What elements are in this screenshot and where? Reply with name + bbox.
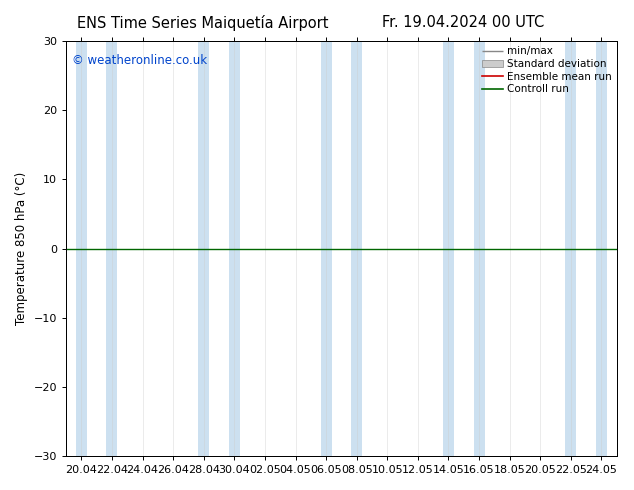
Bar	[474, 41, 484, 456]
Bar	[321, 41, 332, 456]
Bar	[566, 41, 576, 456]
Text: Fr. 19.04.2024 00 UTC: Fr. 19.04.2024 00 UTC	[382, 15, 544, 30]
Text: © weatheronline.co.uk: © weatheronline.co.uk	[72, 54, 207, 67]
Bar	[229, 41, 240, 456]
Y-axis label: Temperature 850 hPa (°C): Temperature 850 hPa (°C)	[15, 172, 28, 325]
Bar	[198, 41, 209, 456]
Text: ENS Time Series Maiquetía Airport: ENS Time Series Maiquetía Airport	[77, 15, 328, 31]
Bar	[596, 41, 607, 456]
Bar	[351, 41, 362, 456]
Bar	[76, 41, 87, 456]
Legend: min/max, Standard deviation, Ensemble mean run, Controll run: min/max, Standard deviation, Ensemble me…	[480, 44, 614, 97]
Bar	[443, 41, 454, 456]
Bar	[107, 41, 117, 456]
